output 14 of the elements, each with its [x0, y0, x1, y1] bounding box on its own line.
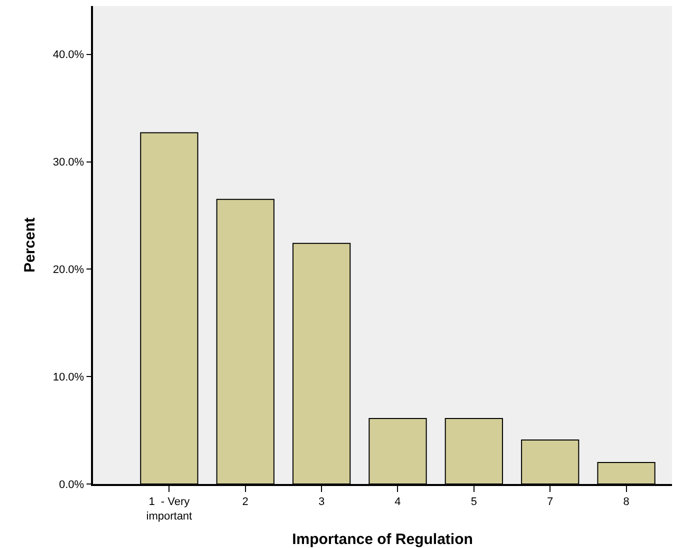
- x-tick-label: 3: [318, 496, 325, 508]
- x-tick-label: 1 - Very important: [146, 496, 192, 522]
- x-tick-label: 7: [547, 496, 554, 508]
- x-tick-label: 2: [242, 496, 248, 508]
- y-tick-label: 20.0%: [52, 264, 84, 276]
- y-tick-label: 40.0%: [52, 49, 84, 62]
- x-tick-label: 8: [623, 496, 630, 508]
- y-axis-title: Percent: [22, 217, 39, 273]
- x-axis-title: Importance of Regulation: [292, 531, 473, 548]
- y-tick-label: 10.0%: [52, 371, 84, 384]
- x-tick-label: 5: [470, 496, 477, 508]
- y-tick-label: 30.0%: [52, 156, 84, 169]
- y-tick-label: 0.0%: [58, 478, 84, 491]
- x-tick-label: 4: [394, 496, 401, 508]
